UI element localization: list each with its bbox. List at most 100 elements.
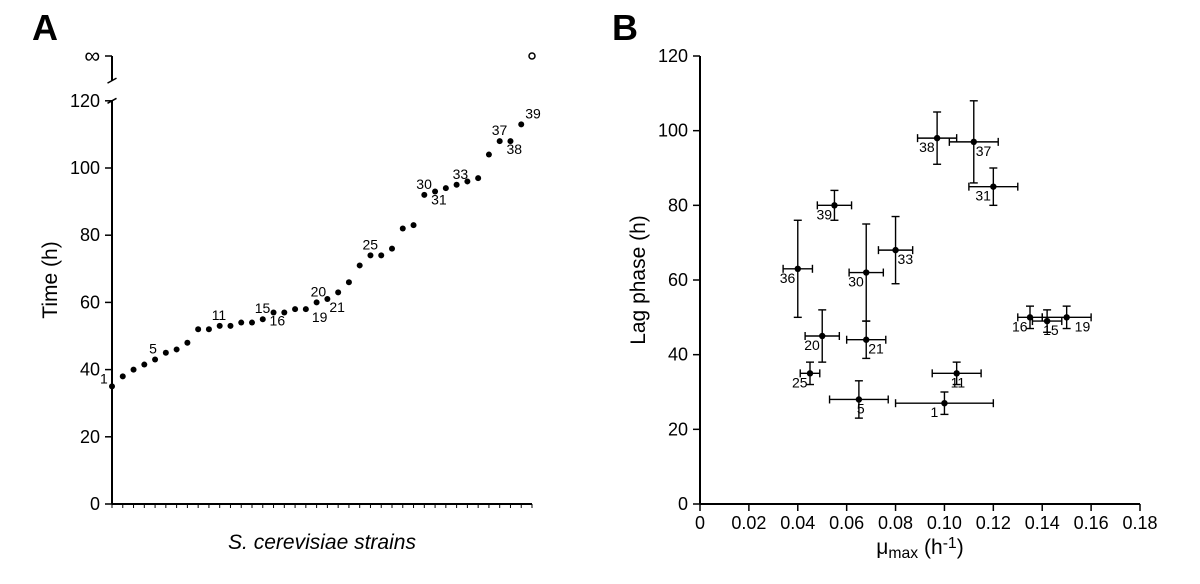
panel-a-point	[443, 185, 449, 191]
panel-b-xtick-label: 0.08	[878, 513, 913, 533]
panel-a-x-title: S. cerevisiae strains	[228, 531, 416, 554]
panel-a-point-label: 11	[212, 307, 227, 323]
panel-a-point	[378, 252, 384, 258]
panel-a-point-label: 1	[100, 370, 108, 386]
panel-a-point-label: 20	[311, 283, 327, 299]
panel-a-point	[367, 252, 373, 258]
panel-b-ytick-label: 40	[668, 345, 688, 365]
panel-a-point	[238, 320, 244, 326]
panel-b-point	[807, 370, 813, 376]
panel-a-point-label: 16	[270, 312, 286, 328]
panel-a-point	[292, 306, 298, 312]
panel-a-point	[357, 262, 363, 268]
panel-a-point	[475, 175, 481, 181]
panel-a-point-label: 39	[525, 105, 541, 121]
panel-a-point	[206, 326, 212, 332]
panel-b-xtick-label: 0.06	[829, 513, 864, 533]
panel-a-point	[217, 323, 223, 329]
panel-a-point	[131, 367, 137, 373]
panel-b-ytick-label: 120	[658, 46, 688, 66]
panel-b-y-title: Lag phase (h)	[627, 215, 650, 345]
panel-a-ytick-label: 60	[80, 292, 100, 312]
panel-b-point	[934, 135, 940, 141]
panel-a-point-label: 19	[312, 309, 328, 325]
panel-a-point	[227, 323, 233, 329]
panel-b-point-label: 36	[780, 270, 796, 286]
panel-a-point-label: 15	[255, 300, 271, 316]
panel-a-point	[174, 346, 180, 352]
panel-a-point	[389, 246, 395, 252]
panel-b-point	[1063, 314, 1069, 320]
panel-b-point	[819, 333, 825, 339]
panel-a-label: A	[32, 7, 58, 48]
panel-a-point	[486, 152, 492, 158]
panel-a-point-open	[529, 53, 535, 59]
panel-b-xtick-label: 0.12	[976, 513, 1011, 533]
panel-b-point	[863, 269, 869, 275]
panel-a-point-label: 30	[416, 176, 432, 192]
panel-a-ytick-label: 40	[80, 360, 100, 380]
panel-b-point	[941, 400, 947, 406]
panel-a-point	[260, 316, 266, 322]
panel-b-ytick-label: 0	[678, 494, 688, 514]
panel-a-point-label: 21	[329, 299, 345, 315]
panel-b-point-label: 5	[857, 400, 865, 416]
panel-b-point-label: 33	[898, 251, 914, 267]
panel-a-ytick-label: 100	[70, 158, 100, 178]
panel-b-ytick-label: 80	[668, 195, 688, 215]
panel-b-x-title: μmax (h-1)	[876, 535, 963, 562]
panel-a-point	[518, 121, 524, 127]
panel-b-point-label: 31	[975, 188, 991, 204]
panel-b-point-label: 37	[976, 143, 992, 159]
panel-a-ytick-label-inf: ∞	[84, 43, 100, 68]
panel-a-point	[195, 326, 201, 332]
panel-b: B00.020.040.060.080.100.120.140.160.1802…	[612, 7, 1158, 562]
panel-b-ytick-label: 100	[658, 121, 688, 141]
panel-b-xtick-label: 0.10	[927, 513, 962, 533]
panel-a-point-label: 37	[492, 122, 508, 138]
panel-b-xtick-label: 0.04	[780, 513, 815, 533]
panel-b-point-label: 38	[919, 139, 935, 155]
panel-b-point-label: 1	[930, 404, 938, 420]
panel-a-point	[497, 138, 503, 144]
panel-b-ytick-label: 60	[668, 270, 688, 290]
panel-b-point	[990, 183, 996, 189]
panel-a-point	[454, 182, 460, 188]
panel-a-point	[346, 279, 352, 285]
panel-b-point-label: 15	[1043, 322, 1059, 338]
panel-b-point	[795, 266, 801, 272]
panel-b-ytick-label: 20	[668, 419, 688, 439]
panel-a-y-title: Time (h)	[39, 241, 62, 318]
panel-a-ytick-label: 80	[80, 225, 100, 245]
panel-a-point	[141, 362, 147, 368]
panel-b-point	[831, 202, 837, 208]
panel-b-xtick-label: 0.18	[1122, 513, 1157, 533]
panel-a-point	[184, 340, 190, 346]
panel-a-ytick-label: 20	[80, 427, 100, 447]
panel-b-point-label: 19	[1075, 318, 1091, 334]
panel-a-point	[152, 357, 158, 363]
panel-b-point-label: 39	[816, 206, 832, 222]
panel-b-xtick-label: 0.16	[1074, 513, 1109, 533]
panel-b-point-label: 30	[848, 274, 864, 290]
panel-b-xtick-label: 0	[695, 513, 705, 533]
panel-b-xtick-label: 0.14	[1025, 513, 1060, 533]
panel-b-point-label: 25	[792, 374, 808, 390]
panel-a-point	[421, 192, 427, 198]
panel-b-point-label: 11	[951, 374, 966, 390]
panel-a-point	[411, 222, 417, 228]
panel-a-point-label: 31	[431, 192, 447, 208]
panel-a-point	[120, 373, 126, 379]
panel-b-label: B	[612, 7, 638, 48]
panel-a-point-label: 25	[362, 236, 378, 252]
panel-b-point-label: 20	[804, 337, 820, 353]
panel-a-point	[303, 306, 309, 312]
panel-b-point	[1027, 314, 1033, 320]
panel-a-point	[163, 350, 169, 356]
panel-a-point-label: 33	[453, 166, 469, 182]
panel-a-point	[335, 289, 341, 295]
panel-b-point-label: 21	[868, 341, 884, 357]
panel-a-ytick-label: 0	[90, 494, 100, 514]
panel-a-point	[249, 320, 255, 326]
panel-a-point-label: 38	[506, 141, 522, 157]
